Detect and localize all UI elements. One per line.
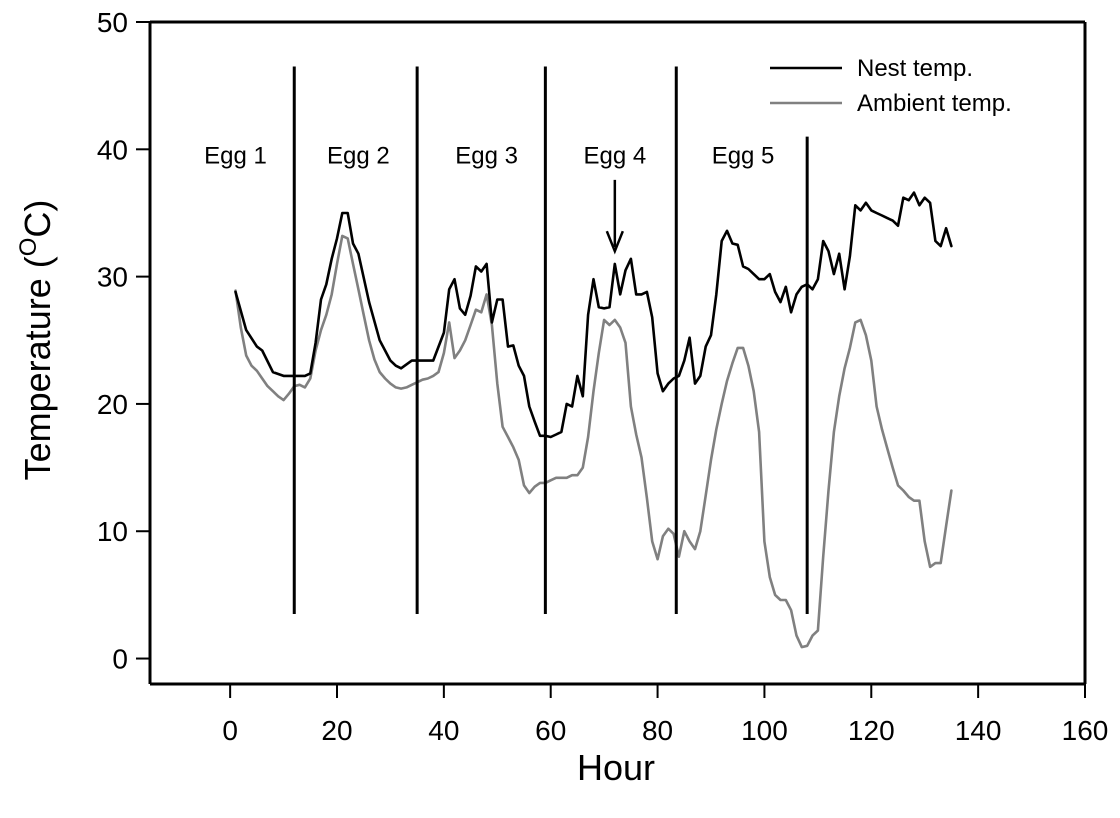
y-axis-title-superscript: O bbox=[15, 238, 42, 257]
x-tick-label: 80 bbox=[642, 715, 673, 746]
egg-label: Egg 4 bbox=[583, 142, 646, 169]
y-tick-label: 20 bbox=[97, 389, 128, 420]
legend: Nest temp. Ambient temp. bbox=[770, 55, 1012, 117]
egg-label: Egg 3 bbox=[455, 142, 518, 169]
y-tick-label: 40 bbox=[97, 134, 128, 165]
x-tick-label: 40 bbox=[428, 715, 459, 746]
egg-boundaries bbox=[292, 66, 809, 614]
egg-label: Egg 1 bbox=[204, 142, 267, 169]
egg-4-arrow bbox=[605, 179, 624, 255]
egg-annotations: Egg 1 Egg 2 Egg 3 Egg 4 Egg 5 bbox=[204, 142, 774, 169]
y-tick-label: 30 bbox=[97, 262, 128, 293]
nest-temp-line bbox=[234, 191, 953, 439]
x-axis-title: Hour bbox=[577, 747, 655, 788]
y-tick-label: 10 bbox=[97, 516, 128, 547]
ambient-temp-line bbox=[234, 234, 953, 649]
legend-label: Nest temp. bbox=[857, 55, 973, 82]
x-tick-label: 140 bbox=[955, 715, 1002, 746]
egg-label: Egg 2 bbox=[327, 142, 390, 169]
x-tick-label: 60 bbox=[535, 715, 566, 746]
egg-label: Egg 5 bbox=[712, 142, 775, 169]
axes bbox=[148, 20, 1087, 686]
y-axis-title-main: Temperature ( bbox=[17, 256, 58, 480]
x-tick-label: 120 bbox=[848, 715, 895, 746]
y-axis-ticks: 0 10 20 30 40 50 bbox=[97, 7, 150, 675]
arrow-head bbox=[605, 230, 624, 255]
legend-label: Ambient temp. bbox=[857, 90, 1012, 117]
series-lines bbox=[234, 191, 953, 649]
y-tick-label: 50 bbox=[97, 7, 128, 38]
y-tick-label: 0 bbox=[112, 644, 128, 675]
y-axis-title-unit: C) bbox=[17, 200, 58, 238]
x-tick-label: 0 bbox=[222, 715, 238, 746]
x-tick-label: 100 bbox=[741, 715, 788, 746]
y-axis-title: Temperature (OC) bbox=[15, 200, 58, 481]
x-tick-label: 20 bbox=[321, 715, 352, 746]
x-axis-ticks: 0 20 40 60 80 100 120 140 160 bbox=[222, 684, 1108, 746]
x-tick-label: 160 bbox=[1062, 715, 1109, 746]
